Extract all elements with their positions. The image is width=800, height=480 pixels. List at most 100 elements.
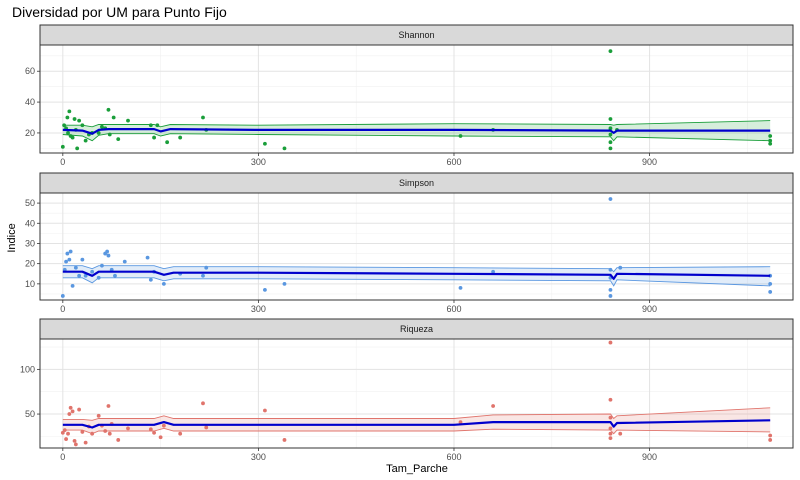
data-point-riqueza bbox=[126, 426, 130, 431]
data-point-riqueza bbox=[608, 340, 613, 345]
data-point-riqueza bbox=[204, 425, 209, 430]
data-point-shannon bbox=[768, 141, 773, 146]
data-point-riqueza bbox=[158, 435, 163, 440]
x-tick-label-shannon: 0 bbox=[60, 157, 65, 167]
data-point-simpson bbox=[90, 269, 95, 274]
panel-border-riqueza bbox=[39, 338, 794, 449]
data-point-simpson bbox=[263, 288, 267, 292]
data-point-riqueza bbox=[67, 412, 72, 416]
data-point-riqueza bbox=[106, 404, 111, 408]
data-point-riqueza bbox=[116, 438, 121, 442]
y-tick-label-shannon: 40 bbox=[25, 97, 35, 107]
data-point-riqueza bbox=[64, 437, 68, 441]
data-point-simpson bbox=[113, 273, 117, 278]
x-axis-title: Tam_Parche bbox=[386, 463, 448, 475]
data-point-riqueza bbox=[608, 397, 613, 402]
data-point-riqueza bbox=[66, 431, 70, 436]
data-point-riqueza bbox=[608, 426, 613, 431]
data-point-shannon bbox=[768, 134, 773, 138]
data-point-riqueza bbox=[73, 442, 78, 447]
y-tick-label-riqueza: 100 bbox=[20, 364, 35, 374]
data-point-simpson bbox=[106, 253, 111, 258]
data-point-riqueza bbox=[768, 433, 773, 438]
data-point-shannon bbox=[77, 118, 82, 123]
data-point-simpson bbox=[608, 267, 613, 272]
panel-background-riqueza bbox=[40, 339, 793, 448]
data-point-riqueza bbox=[80, 430, 85, 434]
strip-label-simpson: Simpson bbox=[399, 178, 434, 188]
data-point-shannon bbox=[263, 141, 267, 146]
chart-title: Diversidad por UM para Punto Fijo bbox=[12, 4, 227, 20]
data-point-shannon bbox=[155, 123, 160, 128]
x-tick-label-shannon: 600 bbox=[446, 157, 461, 167]
data-point-simpson bbox=[77, 273, 82, 278]
data-point-riqueza bbox=[161, 423, 166, 428]
data-point-simpson bbox=[161, 281, 166, 286]
data-point-riqueza bbox=[68, 405, 73, 410]
data-point-riqueza bbox=[618, 431, 623, 436]
x-tick-label-simpson: 300 bbox=[251, 304, 266, 314]
y-tick-label-simpson: 40 bbox=[25, 218, 35, 228]
data-point-riqueza bbox=[201, 401, 205, 406]
data-point-shannon bbox=[75, 146, 80, 151]
data-point-riqueza bbox=[60, 430, 65, 435]
data-point-simpson bbox=[65, 251, 70, 256]
data-point-riqueza bbox=[62, 428, 67, 433]
band-upper-riqueza bbox=[62, 407, 771, 421]
data-point-riqueza bbox=[107, 431, 112, 436]
x-tick-label-riqueza: 600 bbox=[446, 452, 461, 462]
data-point-shannon bbox=[83, 138, 88, 143]
data-point-shannon bbox=[100, 124, 104, 129]
data-point-riqueza bbox=[608, 431, 613, 436]
trend-line-riqueza bbox=[62, 419, 771, 429]
data-point-riqueza bbox=[178, 431, 183, 436]
data-point-simpson bbox=[768, 290, 773, 294]
trend-line-shannon bbox=[62, 128, 771, 135]
data-point-riqueza bbox=[148, 427, 153, 432]
data-point-shannon bbox=[66, 131, 70, 135]
data-point-simpson bbox=[618, 265, 623, 270]
data-point-shannon bbox=[608, 117, 613, 121]
data-point-riqueza bbox=[608, 436, 613, 441]
data-point-riqueza bbox=[608, 415, 613, 420]
data-point-shannon bbox=[608, 146, 613, 151]
data-point-simpson bbox=[64, 259, 68, 264]
data-point-shannon bbox=[608, 140, 613, 145]
y-tick-label-simpson: 20 bbox=[25, 259, 35, 269]
band-upper-simpson bbox=[62, 265, 771, 273]
data-point-shannon bbox=[126, 118, 130, 123]
data-point-simpson bbox=[67, 257, 72, 262]
x-tick-label-riqueza: 900 bbox=[642, 452, 657, 462]
panel-simpson: Simpson 10 20 30 40 50 0 300 600 900 bbox=[25, 172, 794, 314]
y-axis-title: Indice bbox=[6, 223, 18, 252]
x-tick-label-simpson: 600 bbox=[446, 304, 461, 314]
data-point-shannon bbox=[72, 117, 77, 121]
data-point-shannon bbox=[608, 132, 613, 137]
data-point-simpson bbox=[148, 277, 153, 282]
band-upper-shannon bbox=[62, 120, 771, 128]
data-point-simpson bbox=[204, 265, 209, 270]
data-point-shannon bbox=[201, 115, 205, 120]
y-tick-label-shannon: 60 bbox=[25, 66, 35, 76]
data-point-riqueza bbox=[83, 440, 88, 445]
data-point-riqueza bbox=[491, 404, 496, 408]
y-tick-label-simpson: 10 bbox=[25, 279, 35, 289]
data-point-simpson bbox=[80, 257, 85, 262]
data-point-simpson bbox=[608, 288, 613, 292]
x-tick-label-shannon: 300 bbox=[251, 157, 266, 167]
data-point-shannon bbox=[60, 144, 65, 149]
data-point-simpson bbox=[491, 269, 496, 274]
data-point-simpson bbox=[83, 273, 88, 278]
data-point-shannon bbox=[106, 107, 111, 112]
data-point-shannon bbox=[165, 140, 170, 145]
data-point-riqueza bbox=[72, 438, 77, 443]
data-point-simpson bbox=[105, 249, 110, 254]
data-point-shannon bbox=[67, 109, 72, 114]
data-point-riqueza bbox=[263, 408, 267, 413]
x-tick-label-riqueza: 300 bbox=[251, 452, 266, 462]
data-point-simpson bbox=[608, 197, 613, 201]
data-point-simpson bbox=[70, 283, 75, 288]
data-point-riqueza bbox=[458, 420, 463, 424]
trend-line-simpson bbox=[62, 270, 771, 280]
